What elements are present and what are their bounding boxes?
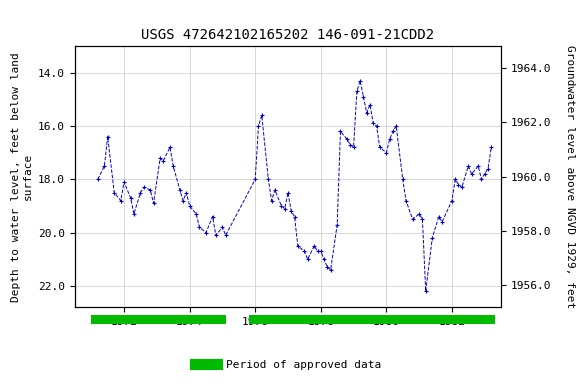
- Y-axis label: Depth to water level, feet below land
surface: Depth to water level, feet below land su…: [11, 52, 33, 301]
- Title: USGS 472642102165202 146-091-21CDD2: USGS 472642102165202 146-091-21CDD2: [142, 28, 434, 42]
- Bar: [91, 315, 226, 324]
- Legend: Period of approved data: Period of approved data: [191, 356, 385, 375]
- Bar: [249, 315, 495, 324]
- Y-axis label: Groundwater level above NGVD 1929, feet: Groundwater level above NGVD 1929, feet: [565, 45, 575, 308]
